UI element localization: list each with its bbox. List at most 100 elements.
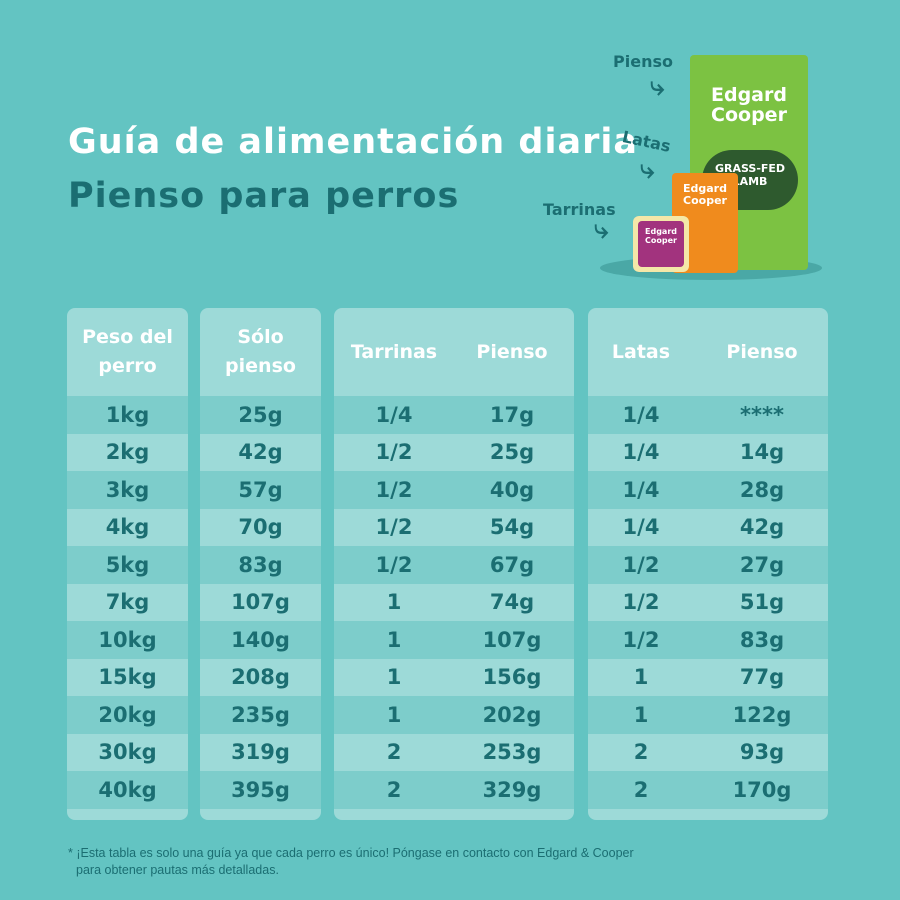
header-trays-dry: Pienso (476, 340, 548, 363)
header-trays: Tarrinas (350, 340, 438, 363)
panel-weight: Peso del perro 1kg 2kg 3kg 4kg 5kg 7kg 10kg 15k… (67, 308, 188, 820)
cell-weight: 15kg (98, 665, 157, 690)
table-row: 1/4 42g (588, 509, 828, 547)
cell-weight: 3kg (105, 477, 150, 502)
cell-cans: 1/2 (622, 627, 660, 652)
page-title: Guía de alimentación diaria (68, 122, 638, 162)
curved-arrow-icon: ⤷ (594, 215, 609, 245)
table-row: 42g (200, 434, 321, 472)
cell-weight: 20kg (98, 702, 157, 727)
cell-cans-dry: 28g (739, 477, 785, 502)
cell-cans: 1/2 (622, 590, 660, 615)
cell-cans: 1/4 (622, 515, 660, 540)
cell-weight: 40kg (98, 777, 157, 802)
cell-dry-only: 25g (238, 402, 283, 427)
panel-dry-only: Sólo pienso 25g 42g 57g 70g 83g 107g 140g 208g 2… (200, 308, 321, 820)
cell-dry-only: 70g (238, 515, 283, 540)
tray-image: Edgard Cooper (633, 216, 689, 272)
cell-trays: 2 (386, 777, 402, 802)
table-row: 3kg (67, 471, 188, 509)
table-row: 319g (200, 734, 321, 772)
cell-cans: 1 (633, 665, 649, 690)
cell-trays-dry: 54g (489, 515, 535, 540)
cell-cans: 2 (633, 777, 649, 802)
table-row: 1kg (67, 396, 188, 434)
header-dry-only: Sólo pienso (225, 326, 296, 377)
table-row: 1 122g (588, 696, 828, 734)
table-row: 1/2 25g (334, 434, 574, 472)
table-row: 83g (200, 546, 321, 584)
table-row: 395g (200, 771, 321, 809)
cell-weight: 4kg (105, 515, 150, 540)
cell-cans-dry: 42g (739, 515, 785, 540)
cell-dry-only: 57g (238, 477, 283, 502)
tray-brand: Edgard Cooper (638, 221, 684, 267)
cell-trays-dry: 67g (489, 552, 535, 577)
cell-cans-dry: 122g (732, 702, 792, 727)
cell-cans: 1/4 (622, 477, 660, 502)
table-row: 1/4 14g (588, 434, 828, 472)
cell-weight: 2kg (105, 440, 150, 465)
table-row: 1 156g (334, 659, 574, 697)
table-row: 20kg (67, 696, 188, 734)
table-row: 30kg (67, 734, 188, 772)
table-row: 1 107g (334, 621, 574, 659)
cell-trays-dry: 329g (482, 777, 542, 802)
table-row: 208g (200, 659, 321, 697)
cell-trays-dry: 25g (489, 440, 535, 465)
cell-trays: 1 (386, 702, 402, 727)
cell-trays-dry: 40g (489, 477, 535, 502)
cell-cans-dry: 170g (732, 777, 792, 802)
cell-trays: 1/4 (375, 402, 413, 427)
cell-cans-dry: **** (740, 402, 784, 427)
header-cans-dry: Pienso (726, 340, 798, 363)
table-row: 1 202g (334, 696, 574, 734)
panel-trays: Tarrinas Pienso 1/4 17g 1/2 25g 1/2 40g 1/2 54g… (334, 308, 574, 820)
table-row: 1/2 67g (334, 546, 574, 584)
curved-arrow-icon: ⤷ (640, 155, 655, 185)
table-row: 2 253g (334, 734, 574, 772)
page-subtitle: Pienso para perros (68, 176, 460, 216)
table-row: 1/2 51g (588, 584, 828, 622)
cell-weight: 1kg (105, 402, 150, 427)
table-row: 7kg (67, 584, 188, 622)
cell-cans: 1/4 (622, 440, 660, 465)
cell-trays: 1/2 (375, 477, 413, 502)
table-row: 70g (200, 509, 321, 547)
table-row: 107g (200, 584, 321, 622)
cell-weight: 30kg (98, 740, 157, 765)
cell-cans-dry: 83g (739, 627, 785, 652)
cell-dry-only: 235g (231, 702, 290, 727)
cell-trays: 1/2 (375, 515, 413, 540)
table-row: 25g (200, 396, 321, 434)
cell-cans: 2 (633, 740, 649, 765)
table-row: 140g (200, 621, 321, 659)
cell-cans-dry: 51g (739, 590, 785, 615)
table-row: 235g (200, 696, 321, 734)
table-row: 1 77g (588, 659, 828, 697)
cell-trays-dry: 202g (482, 702, 542, 727)
footnote-line-1: * ¡Esta tabla es solo una guía ya que ca… (68, 846, 634, 860)
cell-trays-dry: 156g (482, 665, 542, 690)
table-row: 40kg (67, 771, 188, 809)
cell-trays: 1 (386, 665, 402, 690)
cell-cans-dry: 77g (739, 665, 785, 690)
cell-dry-only: 395g (231, 777, 290, 802)
table-row: 15kg (67, 659, 188, 697)
cell-cans: 1 (633, 702, 649, 727)
cell-cans-dry: 14g (739, 440, 785, 465)
table-row: 1/2 40g (334, 471, 574, 509)
cell-trays: 1/2 (375, 440, 413, 465)
table-row: 4kg (67, 509, 188, 547)
cell-trays: 1/2 (375, 552, 413, 577)
bag-brand: Edgard Cooper (711, 84, 787, 126)
label-pienso: Pienso (613, 52, 673, 71)
cell-trays: 1 (386, 590, 402, 615)
cell-trays-dry: 17g (489, 402, 535, 427)
cell-dry-only: 83g (238, 552, 283, 577)
panel-cans: Latas Pienso 1/4 **** 1/4 14g 1/4 28g 1/4 42g 1/… (588, 308, 828, 820)
cell-trays: 2 (386, 740, 402, 765)
cell-cans-dry: 93g (739, 740, 785, 765)
table-row: 10kg (67, 621, 188, 659)
footnote: * ¡Esta tabla es solo una guía ya que ca… (68, 845, 634, 879)
